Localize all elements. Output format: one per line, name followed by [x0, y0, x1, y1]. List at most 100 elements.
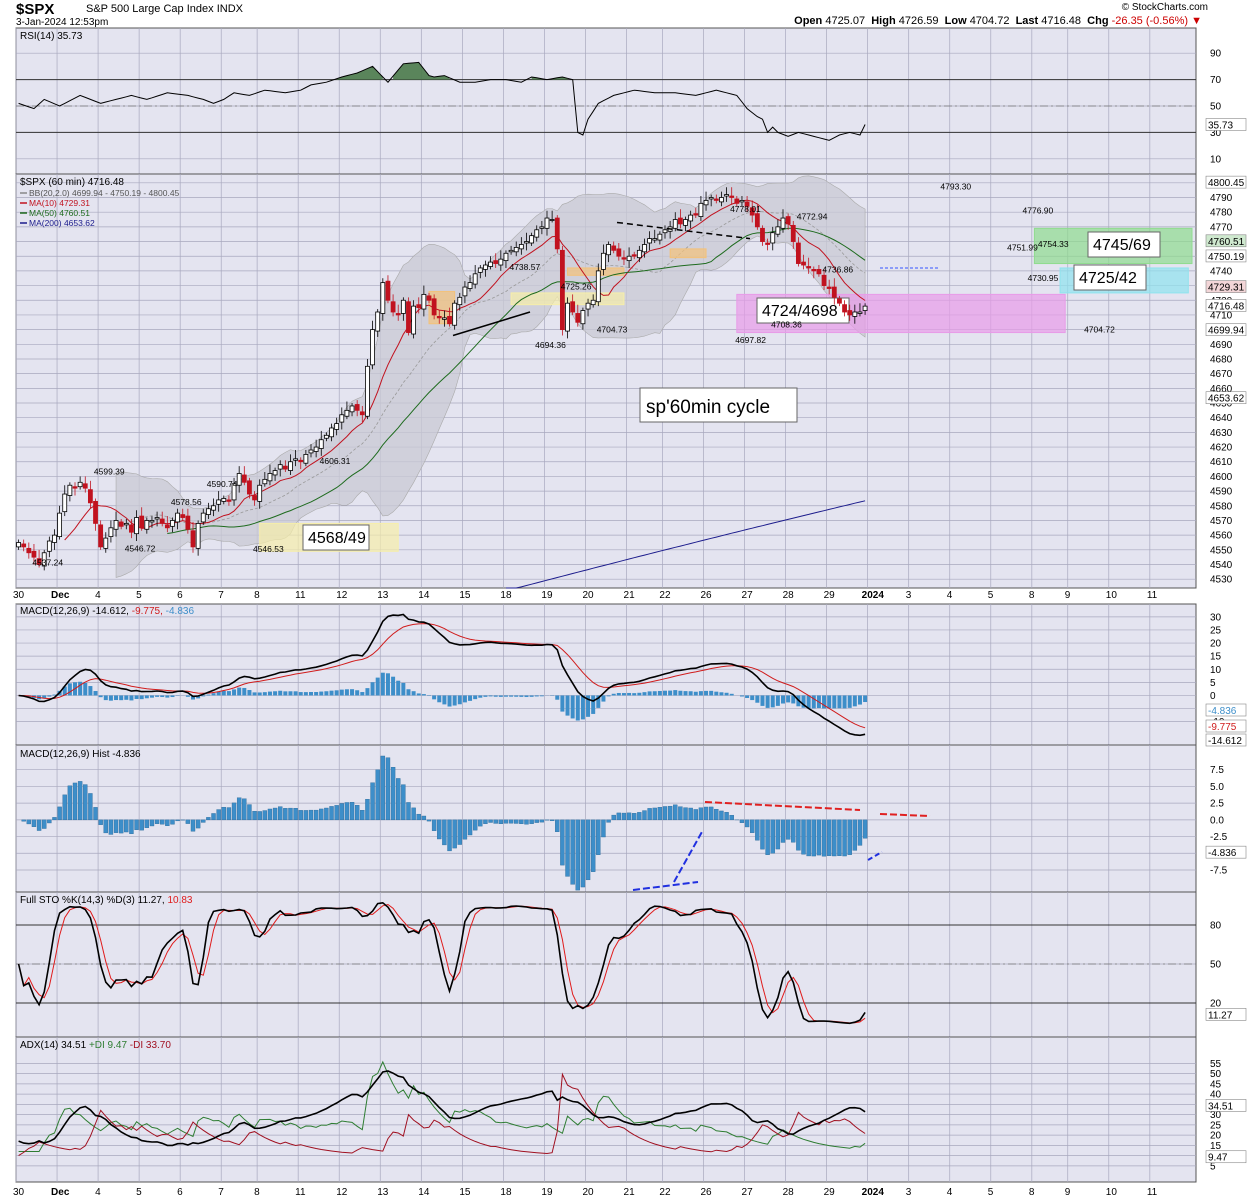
- histogram-bar: [508, 819, 514, 824]
- divergence-line-red: [879, 813, 931, 817]
- candle-body: [226, 499, 232, 502]
- macd-histogram-bar: [791, 695, 796, 704]
- macd-histogram-bar: [67, 683, 72, 696]
- y-tick-label: 25: [1210, 625, 1222, 636]
- candle-body: [729, 195, 735, 198]
- macd-histogram-bar: [421, 694, 426, 696]
- histogram-bar: [857, 819, 863, 846]
- adx-value-tag-box: [1205, 1099, 1247, 1112]
- candle-body: [457, 296, 463, 306]
- y-tick-label: 0.0: [1210, 815, 1224, 826]
- histogram-bar: [98, 819, 103, 825]
- candle-body: [267, 473, 273, 482]
- histogram-bar: [247, 804, 252, 821]
- candle-body: [626, 255, 632, 262]
- price-x-label: 19: [541, 590, 553, 601]
- candle-body: [67, 484, 73, 496]
- y-tick-label: -7.5: [1210, 865, 1228, 876]
- y-tick-label: 50: [1210, 1069, 1222, 1080]
- macd-histogram-bar: [519, 695, 524, 697]
- histogram-bar: [447, 819, 452, 852]
- macd-histogram-bar: [216, 691, 221, 696]
- y-tick-label: 4580: [1210, 501, 1233, 512]
- macd-histogram-bar: [765, 695, 770, 708]
- macd-histogram-bar: [221, 690, 226, 696]
- histogram-bar: [575, 819, 580, 891]
- macd-histogram-bar: [468, 695, 473, 701]
- candle-body: [744, 201, 750, 207]
- macd-value-tag: -4.836: [1208, 706, 1237, 717]
- histogram-bar: [262, 810, 268, 821]
- candle-body: [411, 305, 417, 335]
- candle-body: [195, 523, 201, 549]
- candle-body: [221, 498, 227, 502]
- candle-body: [770, 232, 776, 244]
- candle-body: [713, 198, 719, 201]
- histogram-bar: [201, 819, 206, 823]
- histogram-bar: [488, 819, 493, 823]
- rsi-line: [18, 61, 866, 141]
- histogram-bar: [703, 806, 709, 821]
- macd-histogram-bar: [847, 695, 852, 708]
- bottom-x-label: 11: [295, 1187, 306, 1198]
- zone-label: 4724/4698: [762, 303, 838, 320]
- histogram-bar: [288, 807, 293, 821]
- macd-histogram-bar: [627, 692, 632, 696]
- y-tick-label: 5.0: [1210, 782, 1224, 793]
- macd-histogram-bar: [534, 695, 539, 697]
- macd-histogram-bar: [447, 695, 452, 707]
- macd-histogram-bar: [647, 691, 652, 696]
- histogram-bar: [154, 819, 160, 824]
- macd-histogram-bar: [698, 691, 703, 696]
- histogram-bar: [93, 807, 98, 821]
- histogram-bar: [149, 819, 155, 827]
- macd-histogram-bar: [473, 695, 478, 700]
- price-tag: 4716.48: [1208, 301, 1245, 312]
- histogram-bar: [72, 782, 78, 821]
- macd-histogram-bar: [621, 693, 626, 696]
- candle-body: [277, 464, 283, 470]
- candle-body: [395, 313, 401, 316]
- macd-line: [18, 613, 866, 737]
- price-x-label: 6: [177, 590, 183, 601]
- macd-histogram-bar: [196, 695, 201, 699]
- histogram-bar: [780, 819, 786, 843]
- macd-histogram-bar: [309, 691, 313, 696]
- histogram-bar: [642, 810, 647, 821]
- price-legend-item: MA(50) 4760.51: [29, 208, 90, 218]
- candle-body: [216, 499, 222, 505]
- macd-histogram-bar: [611, 693, 616, 696]
- histogram-bar: [852, 819, 858, 851]
- histogram-bar: [354, 805, 360, 821]
- macd-histogram-bar: [293, 691, 298, 696]
- price-annotation: 4751.99: [1007, 242, 1038, 252]
- macd-histogram-bar: [78, 681, 83, 696]
- macd-histogram-bar: [103, 695, 108, 701]
- macd-histogram-bar: [652, 691, 657, 696]
- candle-body: [62, 493, 68, 513]
- macd-histogram-bar: [863, 695, 868, 703]
- candle-body: [205, 508, 211, 515]
- histogram-bar: [57, 806, 62, 821]
- macd-histogram-bar: [416, 693, 421, 696]
- macd-histogram-bar: [170, 695, 175, 698]
- histogram-bar: [160, 819, 165, 825]
- macd-histogram-bar: [575, 695, 580, 721]
- candle-body: [82, 483, 88, 489]
- candle-body: [318, 439, 324, 449]
- candle-body: [688, 214, 694, 222]
- macd-histogram-bar: [206, 694, 211, 696]
- candle-body: [826, 286, 832, 289]
- histogram-bar: [775, 819, 781, 850]
- macd-histogram-bar: [570, 695, 575, 719]
- macd-histogram-bar: [242, 687, 247, 696]
- candle-body: [252, 495, 257, 501]
- y-tick-label: 90: [1210, 49, 1222, 60]
- bottom-x-label: 20: [582, 1187, 594, 1198]
- price-tag-box: [1205, 280, 1247, 293]
- macd-histogram-bar: [62, 686, 67, 696]
- rsi-value-tag: 35.73: [1208, 120, 1233, 131]
- histogram-bar: [375, 769, 380, 821]
- histogram-bar: [139, 819, 144, 831]
- candle-body: [503, 252, 509, 262]
